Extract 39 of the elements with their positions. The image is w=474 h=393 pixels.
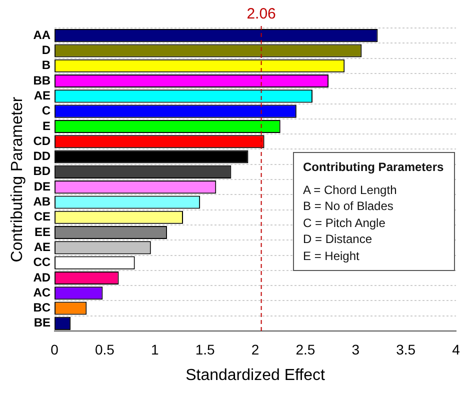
annotation: D = Distance — [303, 231, 374, 248]
y-tick-label: CE — [34, 210, 51, 224]
x-tick-label: 1.5 — [195, 341, 216, 358]
annotation: C = Pitch Angle — [303, 214, 386, 231]
y-tick-label: AB — [33, 194, 51, 209]
x-tick-label: 3.5 — [396, 341, 416, 358]
y-tick-label: AC — [33, 285, 51, 300]
y-tick-label: CC — [33, 255, 51, 270]
y-tick-label: BB — [33, 73, 51, 88]
y-tick-label: AD — [33, 270, 51, 284]
y-tick-label: BD — [33, 164, 51, 178]
y-tick-label: CD — [33, 134, 51, 148]
x-tick-label: 2 — [251, 341, 260, 358]
annotation: E = Height — [303, 248, 360, 264]
x-tick-label: 3 — [352, 341, 360, 358]
x-tick-label: 0 — [50, 341, 59, 358]
bar — [54, 150, 248, 164]
y-axis-title: Contributing Parameter — [9, 96, 26, 262]
y-tick-label: E — [42, 118, 51, 133]
y-tick-label: BE — [34, 316, 51, 330]
x-tick-label: 4 — [452, 341, 460, 358]
annotation: B = No of Blades — [303, 198, 394, 214]
y-tick-label: B — [42, 58, 51, 72]
x-tick-label: 2.5 — [296, 341, 316, 358]
y-tick-label: AE — [34, 88, 51, 102]
annotation: Contributing Parameters — [303, 159, 444, 176]
y-tick-label: D — [42, 43, 51, 58]
y-tick-label: BC — [33, 300, 51, 315]
y-tick-label: AE — [34, 240, 51, 254]
x-tick-label: 0.5 — [94, 341, 115, 358]
ref-line-label: 2.06 — [246, 6, 276, 23]
x-axis-title: Standardized Effect — [186, 366, 326, 384]
y-tick-label: C — [42, 104, 51, 118]
y-tick-label: EE — [34, 224, 51, 239]
annotation: A = Chord Length — [303, 182, 398, 198]
y-tick-label: DE — [34, 179, 51, 194]
x-tick-label: 1 — [151, 341, 159, 358]
y-tick-label: AA — [33, 28, 51, 42]
y-tick-label: DD — [33, 149, 51, 164]
